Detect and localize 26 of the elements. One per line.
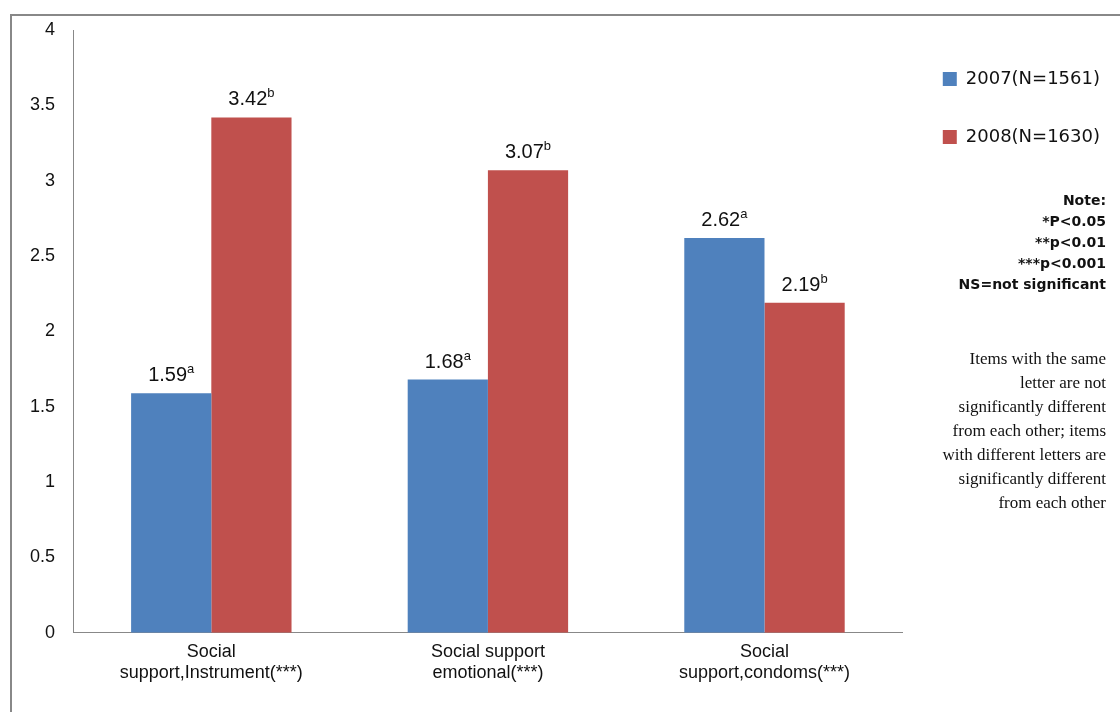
bar	[131, 393, 212, 633]
x-tick-label: Social support emotional(***)	[430, 640, 545, 683]
text: Note:	[1061, 191, 1106, 210]
x-tick-label: Social support,condoms(***)	[678, 640, 851, 683]
legend-label: 2008(N=1630)	[965, 124, 1101, 146]
legend-label: 2007(N=1561)	[965, 66, 1101, 88]
x-tick-label: Social support,Instrument(***)	[119, 640, 303, 683]
y-tick-label: 1.5	[29, 395, 56, 416]
y-tick-label: 2.5	[29, 245, 56, 266]
text: ***p<0.001	[1017, 254, 1106, 273]
text: NS=not significant	[957, 275, 1106, 294]
text: **p<0.01	[1034, 233, 1106, 252]
y-tick-label: 0	[45, 621, 56, 642]
bar	[684, 237, 765, 633]
bar	[764, 302, 845, 633]
y-tick-label: 2	[45, 320, 56, 341]
y-tick-label: 4	[45, 18, 56, 39]
y-tick-label: 3.5	[29, 94, 56, 115]
bar	[487, 170, 569, 633]
y-tick-label: 1	[45, 471, 56, 492]
y-tick-label: 0.5	[29, 546, 56, 567]
y-tick-label: 3	[45, 169, 56, 190]
text: Items with the same letter are not significantly different from each other; items with different letters are significantly different from each other	[941, 348, 1106, 514]
text: *P<0.05	[1041, 212, 1106, 231]
bar	[407, 379, 488, 633]
bar	[211, 117, 292, 633]
